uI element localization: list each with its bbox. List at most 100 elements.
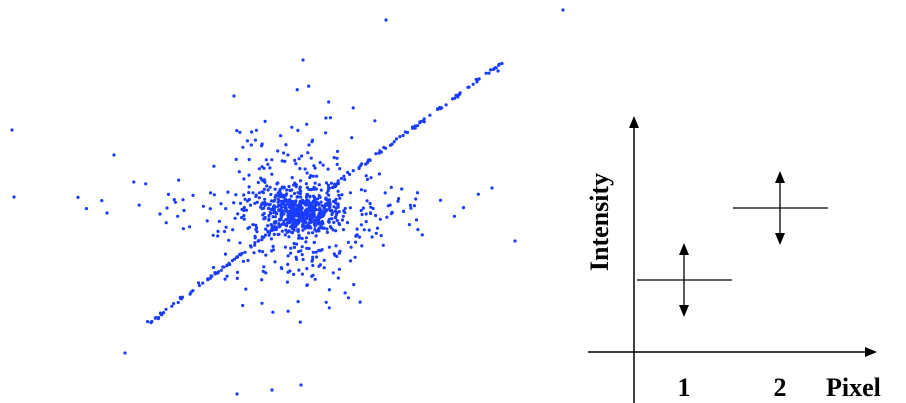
scatter-point <box>177 178 181 182</box>
scatter-point <box>414 197 418 201</box>
scatter-point <box>241 303 245 308</box>
scatter-point <box>222 229 227 234</box>
scatter-point <box>162 311 166 315</box>
scatter-point <box>369 176 373 180</box>
scatter-point <box>444 103 448 107</box>
scatter-point <box>158 311 162 315</box>
scatter-point <box>304 182 308 186</box>
scatter-point <box>235 392 239 396</box>
scatter-point <box>327 193 331 197</box>
scatter-point <box>415 191 420 195</box>
scatter-point <box>336 205 340 209</box>
scatter-point <box>364 212 368 216</box>
scatter-point <box>401 133 405 138</box>
scatter-point <box>150 319 154 324</box>
scatter-point <box>408 203 412 207</box>
scatter-point <box>359 208 363 213</box>
scatter-point <box>191 193 195 197</box>
scatter-point <box>285 280 289 284</box>
scatter-point <box>322 266 326 270</box>
scatter-point <box>302 217 306 222</box>
scatter-point <box>315 200 319 205</box>
scatter-point <box>337 210 341 214</box>
scatter-point <box>339 176 343 181</box>
scatter-point <box>297 219 302 223</box>
scatter-point <box>182 208 186 213</box>
x-axis-label: Pixel <box>826 373 881 402</box>
scatter-point <box>341 228 346 232</box>
scatter-point <box>334 197 338 201</box>
scatter-point <box>456 94 460 98</box>
scatter-point <box>338 249 342 253</box>
scatter-point <box>346 170 350 174</box>
scatter-point <box>336 189 340 193</box>
scatter-point <box>308 206 312 210</box>
scatter-point <box>235 255 239 260</box>
scatter-point <box>238 130 242 134</box>
scatter-point <box>337 193 341 197</box>
scatter-point <box>234 193 238 197</box>
scatter-point <box>266 162 270 166</box>
scatter-point <box>296 228 300 233</box>
scatter-point <box>289 194 293 198</box>
scatter-point <box>332 205 336 209</box>
scatter-point <box>450 97 455 101</box>
scatter-point <box>312 205 317 209</box>
scatter-point <box>318 195 322 199</box>
scatter-point <box>311 174 315 178</box>
scatter-point <box>396 199 400 203</box>
scatter-point <box>484 71 488 75</box>
scatter-point <box>377 172 381 176</box>
scatter-point <box>357 166 361 171</box>
scatter-point <box>197 283 201 288</box>
scatter-point <box>287 184 291 189</box>
scatter-point <box>254 223 258 227</box>
scatter-point <box>298 179 303 183</box>
scatter-point <box>280 205 284 209</box>
scatter-point <box>363 189 367 193</box>
scatter-point <box>253 243 257 247</box>
scatter-point <box>334 213 338 217</box>
scatter-point <box>307 246 311 251</box>
scatter-point <box>384 18 388 22</box>
scatter-point <box>348 259 353 263</box>
scatter-point <box>226 190 230 194</box>
scatter-point <box>496 69 500 73</box>
scatter-point <box>270 388 274 392</box>
scatter-point <box>253 241 257 245</box>
scatter-point <box>243 197 247 201</box>
scatter-point <box>247 197 251 202</box>
scatter-point <box>132 180 136 184</box>
scatter-point <box>364 174 368 178</box>
scatter-point <box>264 271 268 275</box>
scatter-point <box>286 219 290 223</box>
scatter-point <box>315 216 320 220</box>
scatter-point <box>359 223 363 227</box>
scatter-point <box>475 80 479 84</box>
scatter-point <box>181 227 185 231</box>
scatter-point <box>84 207 88 211</box>
scatter-point <box>280 159 284 163</box>
scatter-point <box>279 195 283 199</box>
scatter-point <box>271 215 275 219</box>
scatter-point <box>216 229 220 233</box>
scatter-point <box>225 274 229 278</box>
scatter-point <box>295 88 299 92</box>
scatter-point <box>265 202 269 206</box>
scatter-point <box>300 253 304 257</box>
scatter-point <box>360 212 364 217</box>
scatter-point <box>298 203 302 208</box>
scatter-point <box>314 250 318 254</box>
scatter-point <box>360 162 364 166</box>
scatter-point <box>322 226 326 230</box>
scatter-point <box>277 208 281 212</box>
scatter-point <box>327 245 331 249</box>
scatter-point <box>301 225 305 229</box>
scatter-point <box>282 185 286 189</box>
scatter-point <box>332 252 336 256</box>
scatter-point <box>379 234 383 238</box>
scatter-point <box>366 160 370 164</box>
scatter-point <box>311 209 315 213</box>
scatter-point <box>398 135 402 139</box>
scatter-point <box>297 268 301 272</box>
